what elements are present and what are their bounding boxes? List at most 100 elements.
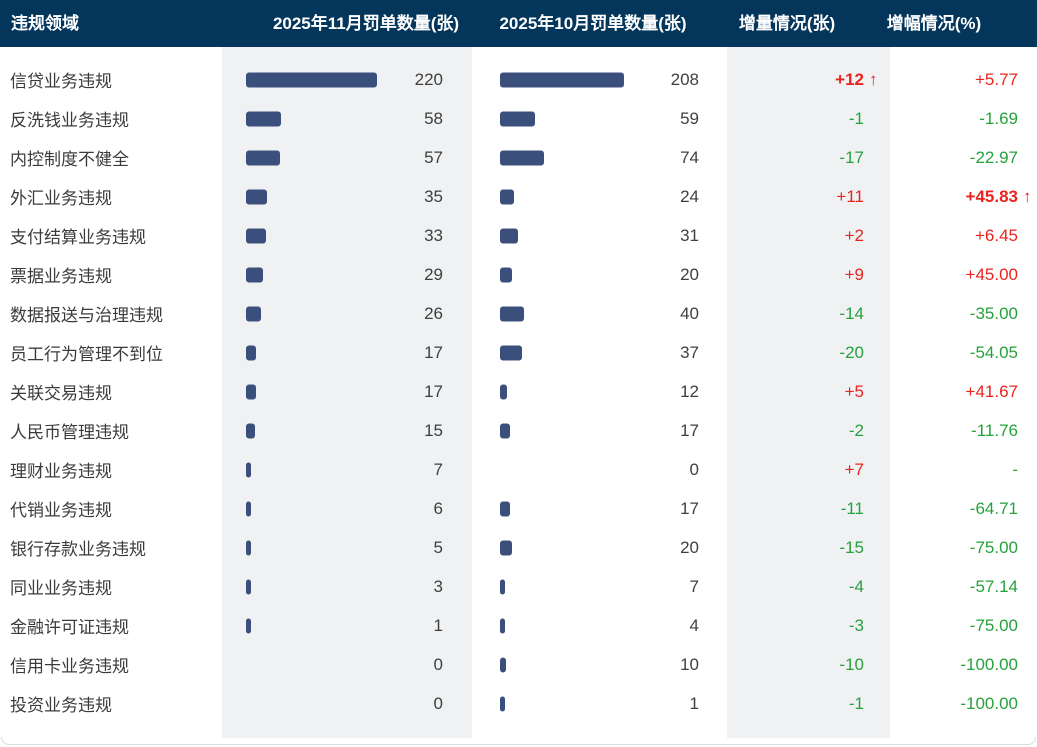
violation-label-cell: 人民币管理违规 [0, 418, 222, 443]
change-value-wrap: -17 [839, 148, 864, 168]
nov-value: 35 [424, 186, 443, 206]
pct-change-cell: +6.45 [890, 226, 1037, 246]
pct-value: -100.00 [960, 693, 1018, 713]
nov-count-cell: 0 [222, 694, 472, 714]
oct-value: 4 [689, 615, 699, 635]
violation-label-cell: 数据报送与治理违规 [0, 301, 222, 326]
oct-count-cell: 4 [472, 616, 727, 636]
row-label: 数据报送与治理违规 [10, 306, 163, 325]
nov-bar [246, 540, 251, 555]
pct-value-wrap: -100.00 [960, 655, 1018, 675]
row-label: 内控制度不健全 [10, 150, 129, 169]
nov-value: 17 [424, 381, 443, 401]
nov-count-cell: 6 [222, 499, 472, 519]
pct-value: +41.67 [965, 381, 1018, 401]
table-row: 数据报送与治理违规 26 40 -14 -35.00 [0, 294, 1037, 333]
row-label: 信贷业务违规 [10, 72, 112, 91]
oct-bar [500, 384, 508, 399]
nov-count-cell: 5 [222, 538, 472, 558]
pct-value: -75.00 [969, 615, 1018, 635]
pct-value: -57.14 [969, 576, 1018, 596]
nov-count-cell: 17 [222, 382, 472, 402]
table-row: 信贷业务违规 220 208 +12 ↑ +5.77 [0, 60, 1037, 99]
nov-bar [246, 189, 267, 204]
change-value-wrap: -2 [849, 421, 864, 441]
change-value-wrap: -10 [839, 655, 864, 675]
violation-label-cell: 代销业务违规 [0, 496, 222, 521]
change-cell: -3 [727, 616, 890, 636]
violation-label-cell: 理财业务违规 [0, 457, 222, 482]
violation-label-cell: 信用卡业务违规 [0, 652, 222, 677]
pct-value: +45.00 [965, 264, 1018, 284]
oct-count-cell: 37 [472, 343, 727, 363]
change-cell: +2 [727, 226, 890, 246]
change-value: +2 [844, 225, 864, 245]
change-value-wrap: -4 [849, 577, 864, 597]
change-value-wrap: -20 [839, 343, 864, 363]
row-label: 员工行为管理不到位 [10, 345, 163, 364]
row-label: 金融许可证违规 [10, 618, 129, 637]
row-label: 理财业务违规 [10, 462, 112, 481]
change-value-wrap: +9 [845, 265, 864, 285]
pct-value-wrap: +6.45 [975, 226, 1018, 246]
violation-label-cell: 金融许可证违规 [0, 613, 222, 638]
pct-value-wrap: -54.05 [970, 343, 1018, 363]
pct-value: - [1012, 459, 1018, 479]
nov-count-cell: 17 [222, 343, 472, 363]
row-label: 信用卡业务违规 [10, 657, 129, 676]
table-row: 同业业务违规 3 7 -4 -57.14 [0, 567, 1037, 606]
pct-value: -64.71 [969, 498, 1018, 518]
nov-bar [246, 150, 280, 165]
table-row: 银行存款业务违规 5 20 -15 -75.00 [0, 528, 1037, 567]
table-row: 理财业务违规 7 0 +7 - [0, 450, 1037, 489]
change-value-wrap: -11 [841, 499, 864, 519]
oct-count-cell: 59 [472, 109, 727, 129]
pct-change-cell: -11.76 [890, 421, 1037, 441]
oct-count-cell: 74 [472, 148, 727, 168]
nov-value: 57 [424, 147, 443, 167]
nov-bar [246, 618, 251, 633]
change-value: -17 [839, 147, 864, 167]
header-change: 增量情况(张) [738, 14, 836, 33]
nov-bar [246, 267, 264, 282]
nov-count-cell: 57 [222, 148, 472, 168]
change-value: -11 [840, 498, 864, 518]
oct-value: 31 [680, 225, 699, 245]
pct-change-cell: -75.00 [890, 538, 1037, 558]
row-label: 同业业务违规 [10, 579, 112, 598]
nov-value: 3 [433, 576, 443, 596]
nov-bar [246, 345, 257, 360]
change-value-wrap: +12 ↑ [835, 70, 877, 90]
oct-bar [500, 345, 523, 360]
change-value: -20 [839, 342, 864, 362]
change-cell: -17 [727, 148, 890, 168]
nov-bar [246, 228, 266, 243]
change-cell: -2 [727, 421, 890, 441]
pct-value: +45.83 [965, 186, 1018, 206]
oct-count-cell: 10 [472, 655, 727, 675]
pct-value-wrap: -64.71 [970, 499, 1018, 519]
change-cell: -14 [727, 304, 890, 324]
violation-label-cell: 信贷业务违规 [0, 67, 222, 92]
pct-value: -22.97 [969, 147, 1018, 167]
nov-count-cell: 29 [222, 265, 472, 285]
row-label: 银行存款业务违规 [10, 540, 146, 559]
change-value-wrap: -15 [839, 538, 864, 558]
nov-count-cell: 26 [222, 304, 472, 324]
pct-value-wrap: -57.14 [970, 577, 1018, 597]
change-value: -15 [839, 537, 864, 557]
change-value-wrap: +11 [836, 187, 864, 207]
change-value-wrap: +5 [845, 382, 864, 402]
pct-value-wrap: -11.76 [971, 421, 1018, 441]
row-label: 投资业务违规 [10, 696, 112, 715]
change-value-wrap: +7 [845, 460, 864, 480]
header-nov-count: 2025年11月罚单数量(张) [272, 14, 460, 33]
change-cell: +9 [727, 265, 890, 285]
oct-value: 40 [680, 303, 699, 323]
change-value: -1 [848, 108, 864, 128]
up-arrow-icon: ↑ [1023, 186, 1032, 206]
oct-bar [500, 306, 524, 321]
pct-value-wrap: +45.00 [966, 265, 1018, 285]
oct-count-cell: 31 [472, 226, 727, 246]
